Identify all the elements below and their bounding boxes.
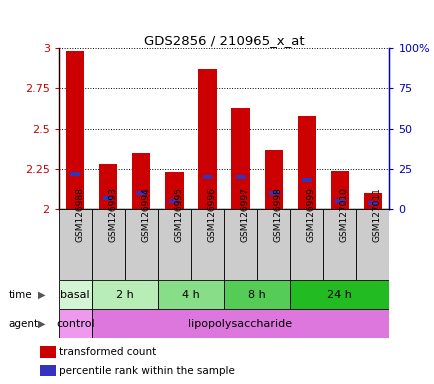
Bar xyxy=(224,209,256,280)
Bar xyxy=(268,191,278,195)
Text: GSM127011: GSM127011 xyxy=(372,187,381,242)
Text: GSM126996: GSM126996 xyxy=(207,187,216,242)
Bar xyxy=(70,172,80,176)
Text: lipopolysaccharide: lipopolysaccharide xyxy=(188,318,292,329)
Bar xyxy=(158,280,224,309)
Bar xyxy=(334,199,344,203)
Bar xyxy=(40,365,56,376)
Bar xyxy=(169,199,179,203)
Bar xyxy=(367,201,377,205)
Bar xyxy=(202,175,212,179)
Bar xyxy=(198,69,216,209)
Bar xyxy=(136,191,146,195)
Bar xyxy=(289,209,322,280)
Text: agent: agent xyxy=(9,318,39,329)
Bar xyxy=(264,150,282,209)
Text: GSM126999: GSM126999 xyxy=(306,187,315,242)
Bar xyxy=(59,280,92,309)
Text: transformed count: transformed count xyxy=(59,347,156,357)
Text: ▶: ▶ xyxy=(37,318,45,329)
Text: GSM126993: GSM126993 xyxy=(108,187,117,242)
Text: 2 h: 2 h xyxy=(116,290,133,300)
Text: GSM126997: GSM126997 xyxy=(240,187,249,242)
Text: GSM126988: GSM126988 xyxy=(75,187,84,242)
Text: GSM126995: GSM126995 xyxy=(174,187,183,242)
Bar xyxy=(92,280,158,309)
Bar xyxy=(191,209,224,280)
Bar xyxy=(330,170,348,209)
Text: GSM127010: GSM127010 xyxy=(339,187,348,242)
Bar xyxy=(322,209,355,280)
Bar xyxy=(59,209,92,280)
Bar xyxy=(158,209,191,280)
Text: 8 h: 8 h xyxy=(248,290,265,300)
Bar xyxy=(301,178,311,182)
Bar xyxy=(231,108,249,209)
Bar xyxy=(297,116,315,209)
Bar xyxy=(132,153,150,209)
Bar xyxy=(355,209,388,280)
Bar xyxy=(165,172,183,209)
Text: GSM126994: GSM126994 xyxy=(141,188,150,242)
Title: GDS2856 / 210965_x_at: GDS2856 / 210965_x_at xyxy=(143,34,304,47)
Text: percentile rank within the sample: percentile rank within the sample xyxy=(59,366,234,376)
Text: GSM126998: GSM126998 xyxy=(273,187,282,242)
Bar xyxy=(40,346,56,358)
Bar xyxy=(224,280,289,309)
Bar xyxy=(66,51,84,209)
Bar xyxy=(99,164,117,209)
Bar xyxy=(92,209,125,280)
Text: 24 h: 24 h xyxy=(326,290,352,300)
Bar xyxy=(363,193,381,209)
Bar xyxy=(235,175,245,179)
Bar xyxy=(59,309,92,338)
Text: time: time xyxy=(9,290,32,300)
Text: 4 h: 4 h xyxy=(182,290,199,300)
Bar xyxy=(256,209,289,280)
Text: basal: basal xyxy=(60,290,90,300)
Bar xyxy=(103,196,113,200)
Text: ▶: ▶ xyxy=(37,290,45,300)
Bar xyxy=(125,209,158,280)
Bar xyxy=(289,280,388,309)
Text: control: control xyxy=(56,318,94,329)
